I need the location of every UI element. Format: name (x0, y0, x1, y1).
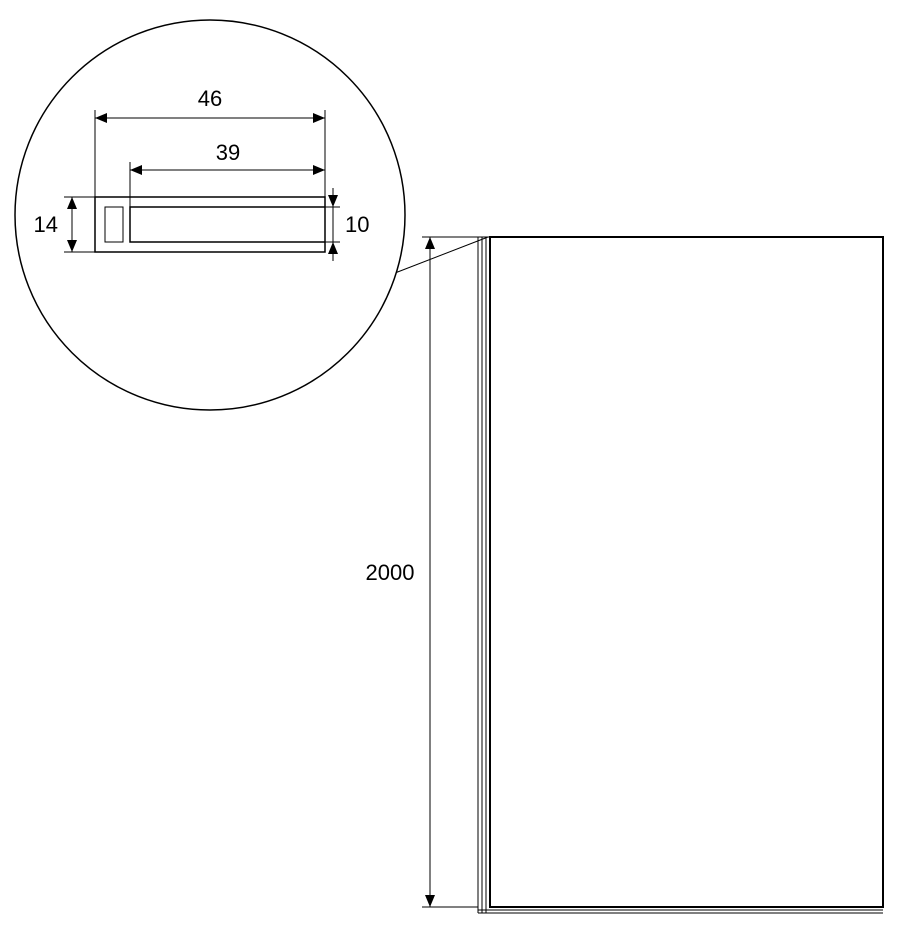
technical-drawing: 2000 46 39 (0, 0, 900, 930)
detail-leader (395, 237, 488, 273)
dim-46-label: 46 (198, 86, 222, 111)
main-elevation: 2000 (366, 237, 883, 913)
dim-14-label: 14 (34, 212, 58, 237)
panel-outline (490, 237, 883, 907)
dim-height-2000: 2000 (366, 237, 478, 907)
dim-height-label: 2000 (366, 560, 415, 585)
dim-39-label: 39 (216, 140, 240, 165)
dim-10-label: 10 (345, 212, 369, 237)
detail-view: 46 39 14 10 (15, 20, 405, 410)
